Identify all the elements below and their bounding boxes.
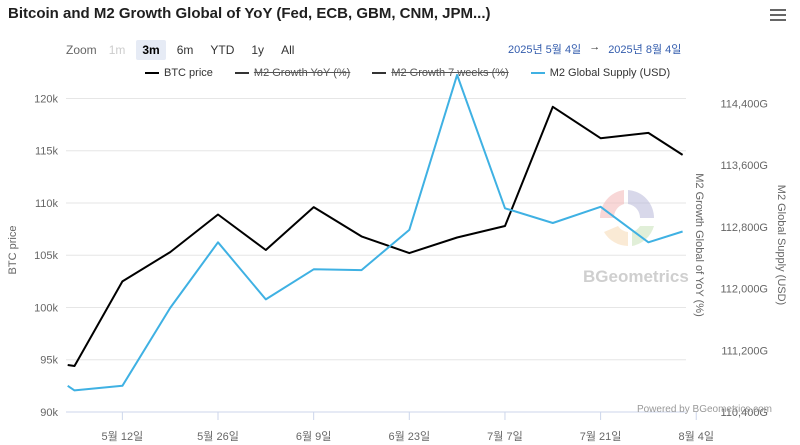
credits-link[interactable]: Powered by BGeometrics.com — [636, 404, 772, 415]
y-left-tick-label: 95k — [40, 355, 58, 367]
y-right-tick-label: 114,400G — [720, 98, 768, 110]
y-left-tick-label: 115k — [35, 146, 59, 158]
legend-line-icon — [530, 72, 545, 74]
y-left-tick-label: 105k — [34, 250, 58, 262]
bgeometrics-logo-icon — [599, 190, 655, 246]
x-tick-label: 7월 7일 — [487, 429, 523, 443]
bgeometrics-watermark: BGeometrics — [583, 190, 689, 286]
legend-item-btc-price[interactable]: BTC price — [145, 67, 213, 79]
legend-line-icon — [145, 72, 159, 74]
x-tick-label: 7월 21일 — [580, 429, 622, 443]
zoom-all-button[interactable]: All — [281, 43, 295, 57]
x-tick-label: 5월 12일 — [102, 429, 144, 443]
series-line-m2-global-supply[interactable] — [67, 73, 683, 392]
y-right-axis-title-growth: M2 Growth Global of YoY (%) — [693, 173, 705, 316]
zoom-3m-button[interactable]: 3m — [136, 40, 166, 60]
series-line-btc-price[interactable] — [67, 105, 684, 367]
x-tick-label: 5월 26일 — [197, 429, 239, 443]
y-left-tick-label: 120k — [34, 93, 58, 105]
legend-line-icon — [372, 72, 387, 74]
chart-legend: BTC price M2 Growth YoY (%) M2 Growth 7 … — [145, 67, 692, 79]
legend-item-m2-global-supply[interactable]: M2 Global Supply (USD) — [530, 67, 671, 79]
date-range: 2025년 5월 4일 → 2025년 8월 4일 — [508, 41, 681, 57]
legend-label: BTC price — [164, 67, 213, 79]
y-right-tick-label: 112,000G — [720, 284, 768, 296]
zoom-ytd-button[interactable]: YTD — [210, 43, 235, 57]
legend-label: M2 Growth YoY (%) — [253, 67, 351, 79]
y-left-tick-label: 90k — [40, 407, 58, 419]
y-left-tick-label: 100k — [34, 302, 58, 314]
legend-item-m2-growth-yoy[interactable]: M2 Growth YoY (%) — [234, 67, 351, 79]
y-right-tick-label: 112,800G — [720, 222, 768, 234]
y-left-tick-label: 110k — [35, 198, 59, 210]
y-left-axis-title: BTC price — [7, 226, 19, 275]
y-right-axis-title-supply: M2 Global Supply (USD) — [775, 185, 787, 305]
legend-line-icon — [234, 72, 249, 74]
watermark-text: BGeometrics — [583, 267, 689, 286]
legend-label: M2 Growth 7 weeks (%) — [391, 67, 509, 79]
zoom-1y-button[interactable]: 1y — [251, 43, 265, 57]
x-tick-label: 6월 23일 — [388, 429, 430, 443]
legend-label: M2 Global Supply (USD) — [549, 67, 671, 79]
x-tick-label: 6월 9일 — [296, 429, 332, 443]
y-right-tick-label: 113,600G — [720, 160, 768, 172]
zoom-bar: Zoom 1m 3m 6m YTD 1y All — [66, 40, 305, 60]
hamburger-menu-icon[interactable] — [770, 9, 786, 21]
zoom-1m-button[interactable]: 1m — [108, 43, 126, 57]
date-to-input[interactable]: 2025년 8월 4일 — [608, 44, 682, 56]
date-from-input[interactable]: 2025년 5월 4일 — [508, 44, 582, 56]
y-right-tick-label: 111,200G — [721, 345, 768, 357]
legend-item-m2-growth-7-weeks[interactable]: M2 Growth 7 weeks (%) — [372, 67, 509, 79]
x-tick-label: 8월 4일 — [678, 429, 714, 443]
y-right-tick-label: 110,400G — [720, 407, 768, 419]
zoom-label: Zoom — [66, 43, 97, 57]
chart-title: Bitcoin and M2 Growth Global of YoY (Fed… — [8, 5, 491, 22]
date-arrow: → — [589, 41, 601, 53]
zoom-6m-button[interactable]: 6m — [176, 43, 194, 57]
